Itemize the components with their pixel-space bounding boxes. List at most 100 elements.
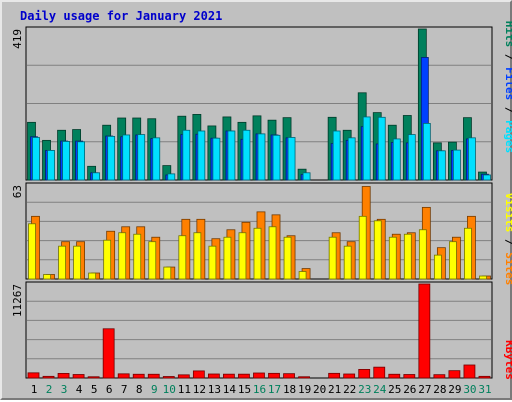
x-tick-label-8: 8 bbox=[136, 383, 143, 396]
kbytes-bar-17 bbox=[268, 372, 280, 379]
kbytes-bar-10 bbox=[162, 376, 175, 379]
x-tick-label-28: 28 bbox=[433, 383, 446, 396]
kbytes-bar-4 bbox=[72, 374, 85, 379]
kbytes-bar-14 bbox=[223, 373, 235, 379]
sites-bar-1 bbox=[28, 223, 36, 280]
sites-bar-23 bbox=[358, 215, 367, 280]
pages-bar-27 bbox=[422, 123, 431, 181]
legend-pages-files-hits-part-2: / bbox=[503, 47, 512, 67]
kbytes-bar-15 bbox=[238, 373, 250, 379]
sites-bar-17 bbox=[268, 226, 277, 280]
pages-bar-22 bbox=[347, 137, 356, 181]
sites-bar-11 bbox=[178, 235, 187, 280]
pages-bar-23 bbox=[362, 116, 371, 181]
kbytes-bar-11 bbox=[177, 374, 190, 379]
kbytes-bar-1 bbox=[27, 372, 40, 379]
x-tick-label-17: 17 bbox=[268, 383, 281, 396]
x-tick-label-12: 12 bbox=[193, 383, 206, 396]
sites-bar-10 bbox=[163, 266, 172, 280]
sites-bar-16 bbox=[253, 227, 262, 280]
sites-bar-6 bbox=[103, 239, 112, 280]
x-tick-label-24: 24 bbox=[373, 383, 387, 396]
pages-bar-4 bbox=[77, 141, 85, 181]
kbytes-bar-25 bbox=[388, 373, 401, 379]
x-tick-label-11: 11 bbox=[178, 383, 191, 396]
chart-title: Daily usage for January 2021 bbox=[20, 9, 222, 23]
sites-bar-4 bbox=[73, 245, 81, 280]
pages-bar-28 bbox=[437, 150, 446, 181]
x-tick-label-7: 7 bbox=[121, 383, 128, 396]
sites-bar-18 bbox=[283, 236, 292, 280]
pages-bar-31 bbox=[483, 174, 491, 181]
kbytes-bar-21 bbox=[328, 372, 341, 379]
x-tick-label-16: 16 bbox=[253, 383, 266, 396]
x-tick-label-21: 21 bbox=[328, 383, 341, 396]
pages-bar-13 bbox=[212, 137, 221, 181]
sites-bar-25 bbox=[388, 236, 397, 280]
kbytes-bar-16 bbox=[253, 372, 265, 379]
sites-bar-28 bbox=[433, 254, 442, 280]
pages-bar-10 bbox=[167, 173, 176, 181]
kbytes-bar-6 bbox=[102, 328, 115, 379]
legend-kbytes: KBytes bbox=[503, 340, 512, 380]
x-tick-label-25: 25 bbox=[388, 383, 401, 396]
pages-bar-24 bbox=[377, 116, 386, 181]
kbytes-bar-19 bbox=[298, 376, 310, 379]
pages-bar-16 bbox=[257, 133, 266, 181]
kbytes-bar-24 bbox=[373, 366, 386, 379]
sites-bar-12 bbox=[193, 232, 202, 280]
sites-bar-19 bbox=[298, 271, 307, 280]
kbytes-bar-26 bbox=[403, 374, 416, 379]
y-max-label-2: 63 bbox=[11, 185, 24, 198]
legend-sites-visits-part-2: / bbox=[503, 232, 512, 252]
x-tick-label-3: 3 bbox=[61, 383, 68, 396]
pages-bar-6 bbox=[107, 135, 116, 181]
legend-pages-files-hits-part-3: Files bbox=[503, 67, 512, 100]
legend-pages-files-hits-part-4: / bbox=[503, 100, 512, 120]
legend-sites-visits-part-1: Visits bbox=[503, 193, 512, 233]
pages-bar-12 bbox=[197, 130, 206, 181]
kbytes-bar-22 bbox=[343, 373, 356, 379]
sites-bar-15 bbox=[238, 232, 247, 280]
kbytes-bar-29 bbox=[448, 370, 461, 379]
sites-bar-8 bbox=[133, 233, 142, 280]
sites-bar-24 bbox=[373, 220, 382, 280]
pages-bar-25 bbox=[392, 138, 401, 181]
x-tick-label-10: 10 bbox=[163, 383, 176, 396]
kbytes-bar-9 bbox=[147, 373, 160, 379]
kbytes-bar-8 bbox=[132, 373, 145, 379]
pages-bar-1 bbox=[32, 137, 40, 181]
sites-bar-14 bbox=[223, 236, 232, 280]
sites-bar-3 bbox=[58, 245, 66, 280]
x-tick-label-1: 1 bbox=[31, 383, 38, 396]
legend-pages-files-hits-part-5: Pages bbox=[503, 120, 512, 153]
pages-bar-15 bbox=[242, 129, 251, 181]
x-tick-label-5: 5 bbox=[91, 383, 98, 396]
kbytes-bar-3 bbox=[57, 373, 70, 379]
x-tick-label-31: 31 bbox=[478, 383, 491, 396]
pages-bar-11 bbox=[182, 129, 191, 181]
sites-bar-31 bbox=[479, 275, 487, 280]
x-tick-label-27: 27 bbox=[418, 383, 431, 396]
x-tick-label-22: 22 bbox=[343, 383, 356, 396]
pages-bar-19 bbox=[302, 172, 311, 181]
pages-bar-30 bbox=[468, 137, 476, 181]
legend-kbytes-part-1: KBytes bbox=[503, 340, 512, 380]
x-tick-label-9: 9 bbox=[151, 383, 158, 396]
x-tick-label-20: 20 bbox=[313, 383, 326, 396]
sites-bar-7 bbox=[118, 232, 127, 280]
sites-bar-21 bbox=[328, 236, 337, 280]
sites-bar-27 bbox=[418, 229, 427, 280]
x-tick-label-4: 4 bbox=[76, 383, 83, 396]
kbytes-bar-31 bbox=[478, 375, 491, 379]
sites-bar-5 bbox=[88, 272, 97, 280]
sites-bar-2 bbox=[43, 274, 51, 280]
legend-sites-visits: Visits / Sites bbox=[503, 193, 512, 286]
x-tick-label-13: 13 bbox=[208, 383, 221, 396]
kbytes-bar-5 bbox=[87, 376, 100, 379]
legend-pages-files-hits: Hits / Files / Pages bbox=[503, 21, 512, 154]
kbytes-bar-18 bbox=[283, 373, 295, 379]
y-max-label-3: 11267 bbox=[11, 284, 24, 317]
x-tick-label-18: 18 bbox=[283, 383, 296, 396]
